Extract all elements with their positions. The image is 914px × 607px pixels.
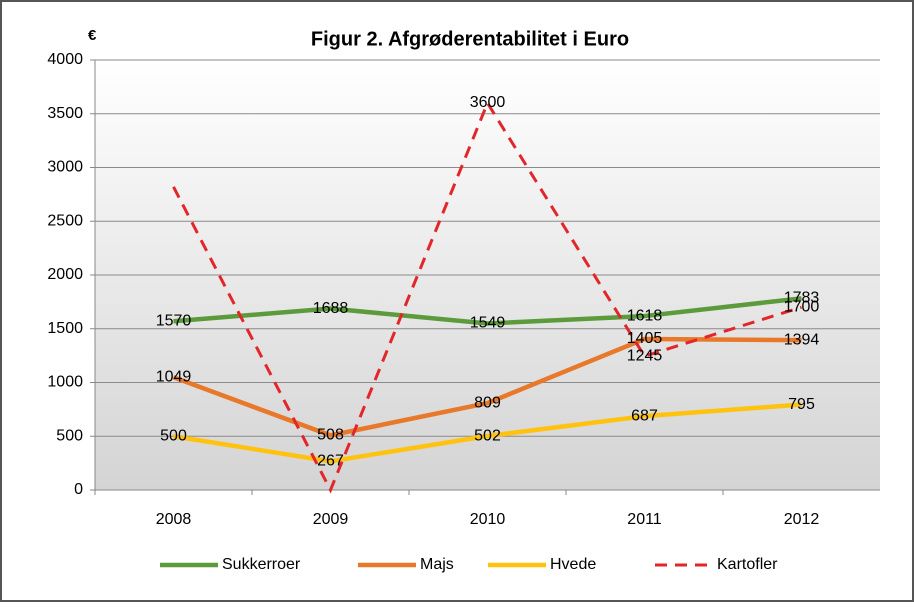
legend-label: Sukkerroer [222, 556, 301, 573]
y-tick-label: 2000 [47, 266, 83, 283]
legend-label: Majs [420, 556, 454, 573]
data-label: 795 [788, 396, 815, 413]
data-label: 1049 [156, 368, 192, 385]
data-label: 1549 [470, 315, 506, 332]
y-tick-label: 2500 [47, 212, 83, 229]
y-tick-label: 1500 [47, 320, 83, 337]
x-tick-label: 2010 [470, 511, 506, 528]
y-tick-label: 3500 [47, 105, 83, 122]
data-label: 687 [631, 407, 658, 424]
data-label: 1570 [156, 312, 192, 329]
y-tick-label: 0 [74, 481, 83, 498]
legend-label: Hvede [550, 556, 596, 573]
data-label: 1618 [627, 307, 663, 324]
x-tick-label: 2012 [784, 511, 820, 528]
legend-label: Kartofler [717, 556, 778, 573]
data-label: 267 [317, 453, 344, 470]
data-label: 1245 [627, 347, 663, 364]
data-label: 809 [474, 394, 501, 411]
line-0 [173, 296, 802, 326]
data-label: 500 [160, 427, 187, 444]
y-tick-label: 3000 [47, 159, 83, 176]
y-axis-label: € [88, 27, 97, 44]
line-2 [173, 402, 802, 464]
data-label: 3600 [470, 94, 506, 111]
y-tick-label: 4000 [47, 51, 83, 68]
data-label: 1405 [627, 330, 663, 347]
data-label: 1700 [784, 298, 820, 315]
chart-title: Figur 2. Afgrøderentabilitet i Euro [311, 28, 629, 50]
y-tick-label: 1000 [47, 374, 83, 391]
data-label: 1688 [313, 300, 349, 317]
x-tick-label: 2009 [313, 511, 349, 528]
data-label: 502 [474, 427, 501, 444]
x-tick-label: 2011 [627, 511, 662, 528]
data-label: 1783 [784, 290, 820, 307]
data-label: 508 [317, 427, 344, 444]
data-label: 1394 [784, 331, 820, 348]
line-3 [172, 99, 802, 494]
y-tick-label: 500 [56, 427, 83, 444]
x-tick-label: 2008 [156, 511, 192, 528]
